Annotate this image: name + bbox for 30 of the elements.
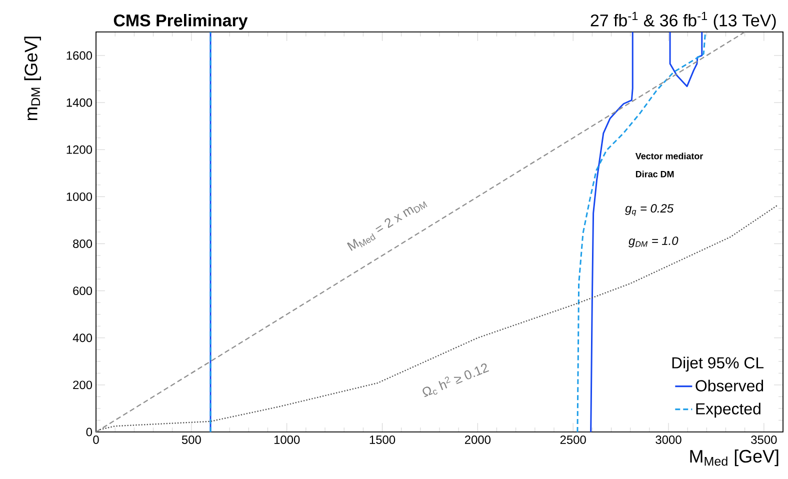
annotation: Vector mediator [635,152,704,160]
x-tick-label: 3000 [656,436,682,444]
x-tick-label: 3500 [751,436,777,444]
x-tick-label: 500 [182,436,201,444]
chart-title: CMS Preliminary [114,14,248,30]
x-tick-label: 0 [93,436,99,444]
x-tick-label: 2000 [464,436,491,444]
chart-subtitle: 27 fb$^{-1}$ & 36 fb$^{-1}$ (13 TeV) [590,12,776,30]
y-tick-label: 0 [86,428,92,436]
y-tick-label: 1600 [66,51,92,60]
legend-title: Dijet 95% CL [672,356,764,372]
annotation: g$_{q}$ = 0.25 [625,204,674,216]
x-tick-label: 1000 [274,436,300,444]
annotation: M$_{Med}$ = 2 x m$_{DM}$ [346,201,428,251]
y-tick-label: 400 [72,334,92,342]
x-tick-label: 2500 [560,436,586,444]
y-axis-title: m$_{DM}$ [GeV] [24,36,41,120]
legend-label: Observed [696,380,764,392]
annotation: g$_{DM}$ = 1.0 [628,236,678,248]
y-tick-label: 1200 [66,145,92,154]
y-tick-label: 600 [73,286,92,296]
legend-label: Expected [696,402,760,418]
annotation: Dirac DM [636,170,674,178]
annotation: Ω$_{c}$ h$^{2}$ ≥ 0.12 [422,363,490,398]
x-axis-title: M$_{Med}$ [GeV] [690,449,778,466]
y-tick-label: 1400 [66,98,92,107]
y-tick-label: 1000 [66,192,92,201]
y-tick-label: 200 [73,380,92,390]
x-tick-label: 1500 [370,436,396,444]
y-tick-label: 800 [73,240,92,248]
